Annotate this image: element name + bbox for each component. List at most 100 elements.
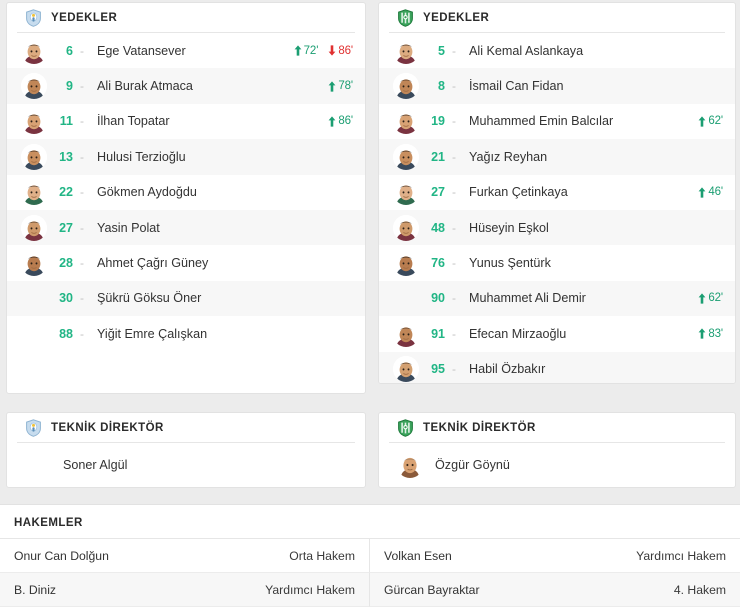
player-avatar xyxy=(393,250,419,277)
player-number: 6 xyxy=(66,43,73,58)
player-number: 19 xyxy=(431,114,445,129)
table-row[interactable]: 9- Ali Burak Atmaca 78' xyxy=(7,68,365,104)
player-name: Hulusi Terzioğlu xyxy=(97,149,186,164)
player-avatar xyxy=(21,250,47,277)
player-avatar xyxy=(393,179,419,206)
referee-row: Onur Can Dolğun Orta Hakem xyxy=(0,539,370,573)
player-avatar xyxy=(393,356,419,383)
substitution-minute: 72' xyxy=(303,44,319,57)
table-row[interactable]: 27- Furkan Çetinkaya 46' xyxy=(379,175,735,210)
referee-row: B. Diniz Yardımcı Hakem xyxy=(0,573,370,607)
referee-role: Orta Hakem xyxy=(289,548,355,563)
player-name: Gökmen Aydoğdu xyxy=(97,185,197,200)
player-number: 30 xyxy=(59,291,73,306)
player-number: 22 xyxy=(59,185,73,200)
substitution-in-badge: 83' xyxy=(698,328,723,340)
away-coach-header: TEKNİK DİREKTÖR xyxy=(379,413,735,442)
player-name: Şükrü Göksu Öner xyxy=(97,291,202,306)
player-avatar xyxy=(21,37,47,64)
player-number: 95 xyxy=(431,362,445,377)
table-row[interactable]: 28- Ahmet Çağrı Güney xyxy=(7,245,365,280)
player-separator: - xyxy=(80,149,84,164)
table-row[interactable]: 21- Yağız Reyhan xyxy=(379,139,735,175)
player-avatar xyxy=(393,320,419,347)
referee-role: 4. Hakem xyxy=(673,582,726,597)
player-number: 27 xyxy=(431,185,445,200)
player-separator: - xyxy=(452,149,456,164)
table-row[interactable]: 90- Muhammet Ali Demir 62' xyxy=(379,280,735,317)
player-number: 88 xyxy=(59,326,73,341)
home-coach-row[interactable]: Soner Algül xyxy=(7,443,365,486)
table-row[interactable]: 11- İlhan Topatar 86' xyxy=(7,104,365,139)
player-separator: - xyxy=(80,291,84,306)
player-name: Efecan Mirzaoğlu xyxy=(469,326,567,341)
substitution-in-badge: 62' xyxy=(698,115,723,127)
away-coach-title: TEKNİK DİREKTÖR xyxy=(423,421,536,434)
table-row[interactable]: 8- İsmail Can Fidan xyxy=(379,68,735,104)
arrow-up-icon xyxy=(294,45,302,56)
player-separator: - xyxy=(80,256,84,271)
home-substitutes-card: YEDEKLER 6- Ege Vatansever 72' 86' 9- Ali Bur… xyxy=(6,2,366,394)
table-row[interactable]: 30- Şükrü Göksu Öner xyxy=(7,280,365,317)
referee-role: Yardımcı Hakem xyxy=(265,582,355,597)
table-row[interactable]: 19- Muhammed Emin Balcılar 62' xyxy=(379,104,735,139)
referee-name: B. Diniz xyxy=(14,582,56,597)
table-row[interactable]: 5- Ali Kemal Aslankaya xyxy=(379,33,735,68)
away-coach-row[interactable]: Özgür Göynü xyxy=(379,443,735,486)
player-name: Yiğit Emre Çalışkan xyxy=(97,326,208,341)
player-name: İsmail Can Fidan xyxy=(469,79,564,94)
player-avatar-placeholder xyxy=(21,321,47,347)
substitution-in-badge: 86' xyxy=(328,115,353,127)
player-name: Habil Özbakır xyxy=(469,362,546,377)
player-avatar xyxy=(21,108,47,135)
away-substitutes-card: YEDEKLER 5- Ali Kemal Aslankaya 8- İsmail C… xyxy=(378,2,736,384)
table-row[interactable]: 76- Yunus Şentürk xyxy=(379,245,735,280)
substitution-minute: 62' xyxy=(708,115,723,128)
player-number: 11 xyxy=(59,114,73,129)
home-coach-card: TEKNİK DİREKTÖR Soner Algül xyxy=(6,412,366,488)
table-row[interactable]: 95- Habil Özbakır xyxy=(379,351,735,383)
substitution-in-badge: 46' xyxy=(698,186,723,198)
away-coach-card: TEKNİK DİREKTÖR Özgür Göynü xyxy=(378,412,736,488)
away-team-crest-icon xyxy=(397,418,414,437)
table-row[interactable]: 13- Hulusi Terzioğlu xyxy=(7,139,365,175)
player-separator: - xyxy=(452,43,456,58)
referee-row: Volkan Esen Yardımcı Hakem xyxy=(370,539,740,573)
player-number: 13 xyxy=(59,149,73,164)
arrow-up-icon xyxy=(698,187,706,198)
table-row[interactable]: 91- Efecan Mirzaoğlu 83' xyxy=(379,316,735,351)
player-avatar xyxy=(21,73,47,100)
arrow-up-icon xyxy=(328,116,336,127)
table-row[interactable]: 88- Yiğit Emre Çalışkan xyxy=(7,316,365,351)
player-separator: - xyxy=(452,291,456,306)
arrow-up-icon xyxy=(698,116,706,127)
substitution-minute: 62' xyxy=(708,292,723,305)
home-subs-header: YEDEKLER xyxy=(7,3,365,32)
substitution-in-badge: 72' xyxy=(294,44,319,57)
home-team-crest-icon xyxy=(25,8,42,27)
table-row[interactable]: 6- Ege Vatansever 72' 86' xyxy=(7,33,365,68)
player-events: 72' 86' xyxy=(294,45,353,57)
substitution-in-badge: 78' xyxy=(328,80,353,92)
player-number: 48 xyxy=(431,220,445,235)
referees-title: HAKEMLER xyxy=(14,517,83,529)
table-row[interactable]: 48- Hüseyin Eşkol xyxy=(379,209,735,246)
player-name: Furkan Çetinkaya xyxy=(469,185,568,200)
home-coach-name: Soner Algül xyxy=(63,457,128,472)
player-events: 78' xyxy=(328,80,353,92)
table-row[interactable]: 27- Yasin Polat xyxy=(7,209,365,246)
player-number: 91 xyxy=(431,326,445,341)
away-subs-divider xyxy=(389,32,725,33)
player-avatar xyxy=(393,214,419,241)
player-name: Hüseyin Eşkol xyxy=(469,220,549,235)
referee-row: Gürcan Bayraktar 4. Hakem xyxy=(370,573,740,607)
player-name: Ali Kemal Aslankaya xyxy=(469,43,584,58)
player-events: 83' xyxy=(698,328,723,340)
player-number: 76 xyxy=(431,256,445,271)
player-avatar xyxy=(393,37,419,64)
player-name: Yağız Reyhan xyxy=(469,149,548,164)
table-row[interactable]: 22- Gökmen Aydoğdu xyxy=(7,175,365,210)
player-separator: - xyxy=(452,362,456,377)
home-subs-title: YEDEKLER xyxy=(51,11,118,24)
